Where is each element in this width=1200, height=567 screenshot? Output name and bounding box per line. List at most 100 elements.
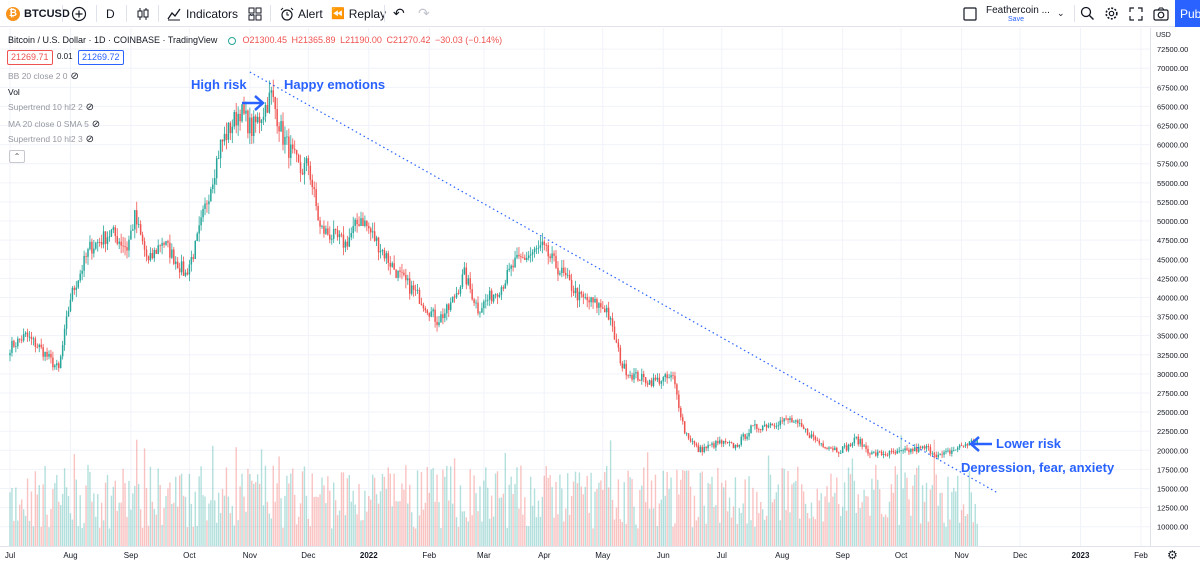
fullscreen-button[interactable] <box>1129 0 1143 27</box>
candle-body <box>391 263 393 267</box>
volume-bar <box>155 514 157 546</box>
volume-bar <box>506 527 508 546</box>
volume-bar <box>262 505 265 546</box>
candle-body <box>56 363 58 366</box>
time-axis[interactable] <box>0 546 1200 567</box>
indicator-bb[interactable]: BB 20 close 2 0 ⊘ <box>8 71 79 82</box>
volume-bar <box>221 488 224 546</box>
candle-body <box>908 449 910 453</box>
gear-icon <box>1105 7 1118 20</box>
candle-body <box>83 255 85 271</box>
candle-body <box>820 443 822 445</box>
alert-button[interactable]: Alert <box>279 0 323 27</box>
candle-body <box>175 261 177 264</box>
eye-hidden-icon[interactable]: ⊘ <box>91 119 101 130</box>
layout-button[interactable] <box>248 0 262 27</box>
settings-button[interactable] <box>1104 0 1119 27</box>
sell-price-box[interactable]: 21269.71 <box>7 50 53 65</box>
compare-symbol-button[interactable] <box>71 0 87 27</box>
redo-button[interactable]: ↷ <box>418 0 430 27</box>
volume-bar <box>859 508 861 546</box>
volume-bar <box>364 490 366 546</box>
volume-bar <box>543 475 545 546</box>
volume-bar <box>830 473 832 546</box>
volume-bar <box>931 484 934 546</box>
volume-bar <box>276 483 278 546</box>
candle-body <box>290 144 292 158</box>
fullscreen-layout-toggle[interactable] <box>963 0 977 27</box>
eye-hidden-icon[interactable]: ⊘ <box>70 71 79 82</box>
indicator-ma[interactable]: MA 20 close 0 SMA 5 ⊘ <box>8 119 101 130</box>
candle-body <box>682 417 684 422</box>
candle-body <box>598 303 600 308</box>
layout-name-button[interactable]: Feathercoin ... Save <box>986 2 1050 26</box>
candle-body <box>555 255 557 268</box>
volume-bar <box>366 511 368 546</box>
eye-hidden-icon[interactable]: ⊘ <box>85 134 95 145</box>
volume-bar <box>875 465 877 546</box>
price-axis[interactable] <box>1150 28 1200 546</box>
publish-button[interactable]: Pub <box>1175 0 1200 27</box>
time-tick-label: Nov <box>954 551 968 560</box>
price-tick-label: 65000.00 <box>1157 102 1188 111</box>
volume-bar <box>631 479 633 546</box>
volume-bar <box>219 513 222 546</box>
volume-bar <box>615 507 618 546</box>
indicator-supertrend-3[interactable]: Supertrend 10 hl2 3 ⊘ <box>8 134 95 145</box>
volume-bar <box>660 499 662 546</box>
volume-bar <box>477 511 479 546</box>
volume-bar <box>802 491 805 546</box>
volume-bar <box>247 468 249 546</box>
layout-menu-button[interactable]: ⌄ <box>1057 0 1065 27</box>
interval-button[interactable]: D <box>106 0 115 27</box>
replay-button[interactable]: ⏪ Replay <box>331 0 386 27</box>
candle-body <box>253 116 255 136</box>
candle-body <box>568 274 571 280</box>
volume-bar <box>541 496 544 546</box>
eye-hidden-icon[interactable]: ⊘ <box>85 102 95 113</box>
candle-body <box>280 121 282 132</box>
volume-bar <box>738 508 740 546</box>
volume-bar <box>516 467 518 546</box>
quick-search-button[interactable] <box>1080 0 1095 27</box>
volume-bar <box>54 483 56 546</box>
volume-bar <box>563 521 565 546</box>
candle-body <box>409 278 411 294</box>
volume-bar <box>674 523 676 546</box>
snapshot-button[interactable] <box>1153 0 1169 27</box>
candle-body <box>364 220 366 227</box>
candle-body <box>38 344 40 347</box>
candle-body <box>824 446 826 449</box>
undo-button[interactable]: ↶ <box>393 0 405 27</box>
candle-body <box>654 377 657 380</box>
candle-body <box>670 375 672 378</box>
candle-body <box>514 257 516 268</box>
candle-body <box>617 342 620 348</box>
buy-price-box[interactable]: 21269.72 <box>78 50 124 65</box>
volume-bar <box>898 524 900 546</box>
volume-bar <box>389 473 391 546</box>
collapse-legend-button[interactable]: ⌃ <box>9 150 25 163</box>
candle-body <box>756 424 758 430</box>
chart-type-button[interactable] <box>135 0 151 27</box>
candle-body <box>317 205 319 221</box>
symbol-search-button[interactable]: ₿ BTCUSD <box>6 0 70 27</box>
time-tick-label: Nov <box>243 551 257 560</box>
volume-bar <box>251 480 253 546</box>
volume-bar <box>256 474 259 546</box>
volume-bar <box>79 495 81 546</box>
candle-body <box>9 352 11 356</box>
descending-trendline[interactable] <box>249 71 997 493</box>
candle-body <box>785 418 787 420</box>
candle-body <box>412 285 415 290</box>
volume-bar <box>912 485 914 546</box>
volume-bar <box>779 520 781 546</box>
gear-icon[interactable]: ⚙ <box>1167 548 1178 562</box>
indicator-vol[interactable]: Vol <box>8 87 20 97</box>
indicator-supertrend-2[interactable]: Supertrend 10 hl2 2 ⊘ <box>8 102 95 113</box>
candle-body <box>147 256 150 261</box>
candle-body <box>48 353 50 357</box>
volume-bar <box>138 484 140 546</box>
volume-bar <box>748 476 750 546</box>
